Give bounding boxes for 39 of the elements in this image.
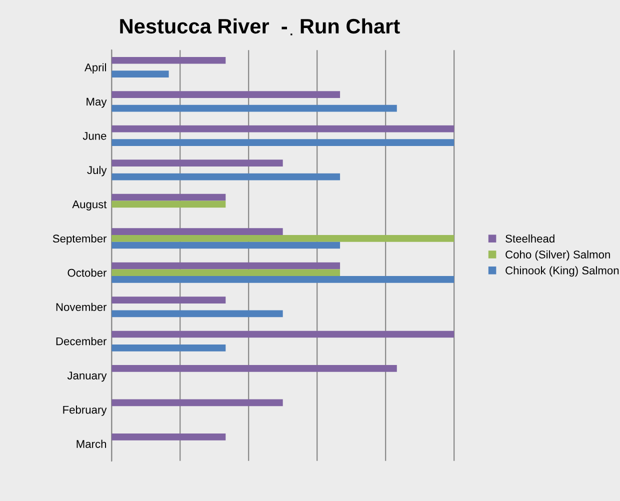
legend-label: Coho (Silver) Salmon bbox=[506, 250, 610, 261]
y-tick-label: March bbox=[76, 440, 106, 448]
bar bbox=[112, 310, 283, 318]
bar bbox=[112, 194, 226, 201]
legend-label: Steelhead bbox=[506, 234, 554, 243]
bar bbox=[112, 234, 454, 242]
y-tick-label: August bbox=[72, 200, 107, 210]
bar bbox=[112, 330, 454, 338]
y-tick-label: February bbox=[63, 406, 107, 416]
bar bbox=[112, 344, 226, 352]
bar bbox=[112, 276, 454, 283]
y-tick-label: October bbox=[68, 268, 107, 277]
y-tick-label: June bbox=[82, 132, 106, 140]
bar bbox=[112, 434, 226, 440]
bar bbox=[112, 56, 226, 64]
bar bbox=[112, 262, 340, 270]
bar bbox=[112, 228, 283, 235]
y-tick-label: December bbox=[56, 337, 107, 346]
bar bbox=[112, 242, 340, 249]
bar bbox=[112, 365, 397, 372]
bar bbox=[112, 296, 226, 304]
legend-label: Chinook (King) Salmon bbox=[506, 266, 619, 277]
bar bbox=[112, 173, 340, 180]
bar bbox=[112, 160, 283, 166]
y-tick-label: April bbox=[84, 63, 106, 74]
y-tick-label: May bbox=[86, 98, 107, 108]
chart-title: Nestucca River - Run Chart bbox=[120, 18, 400, 34]
bar bbox=[112, 70, 169, 78]
y-tick-label: July bbox=[87, 166, 107, 176]
y-tick-label: September bbox=[52, 234, 107, 245]
bar bbox=[112, 399, 283, 406]
bar bbox=[112, 125, 454, 132]
bar bbox=[112, 200, 226, 208]
bar bbox=[112, 269, 340, 276]
bar bbox=[112, 104, 397, 112]
bar bbox=[112, 139, 454, 146]
y-tick-label: January bbox=[67, 372, 107, 382]
bar bbox=[112, 91, 340, 98]
y-tick-label: November bbox=[56, 302, 107, 311]
